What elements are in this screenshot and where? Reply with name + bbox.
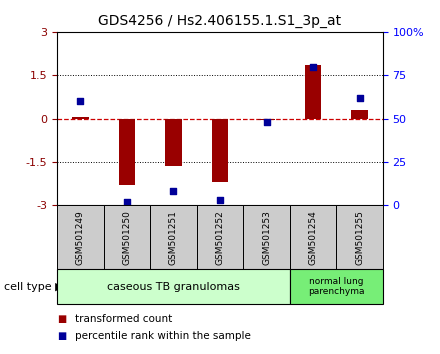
Text: cell type ▶: cell type ▶ (4, 282, 64, 292)
Text: transformed count: transformed count (75, 314, 172, 324)
Point (356, 95, 363, 101)
Point (170, 189, 177, 194)
Text: normal lung
parenchyma: normal lung parenchyma (308, 277, 364, 296)
Text: ■: ■ (57, 314, 66, 324)
Bar (305, 65, 321, 119)
Point (263, 119, 270, 125)
Text: GSM501251: GSM501251 (169, 210, 178, 265)
Bar (212, 119, 228, 182)
Bar (165, 119, 182, 166)
Bar (258, 119, 275, 120)
Text: GSM501255: GSM501255 (355, 210, 364, 265)
Text: GSM501253: GSM501253 (262, 210, 271, 265)
Point (216, 197, 224, 203)
Text: percentile rank within the sample: percentile rank within the sample (75, 331, 251, 341)
Bar (119, 119, 135, 185)
Bar (72, 117, 88, 119)
Text: GSM501254: GSM501254 (308, 210, 318, 264)
Bar (352, 110, 368, 119)
Text: caseous TB granulomas: caseous TB granulomas (107, 282, 240, 292)
Title: GDS4256 / Hs2.406155.1.S1_3p_at: GDS4256 / Hs2.406155.1.S1_3p_at (99, 14, 341, 28)
Text: ■: ■ (57, 331, 66, 341)
Text: GSM501252: GSM501252 (216, 210, 224, 264)
Text: GSM501250: GSM501250 (122, 210, 132, 265)
Point (124, 199, 131, 205)
Text: GSM501249: GSM501249 (76, 210, 85, 264)
Point (77, 98, 84, 104)
Point (309, 64, 316, 69)
